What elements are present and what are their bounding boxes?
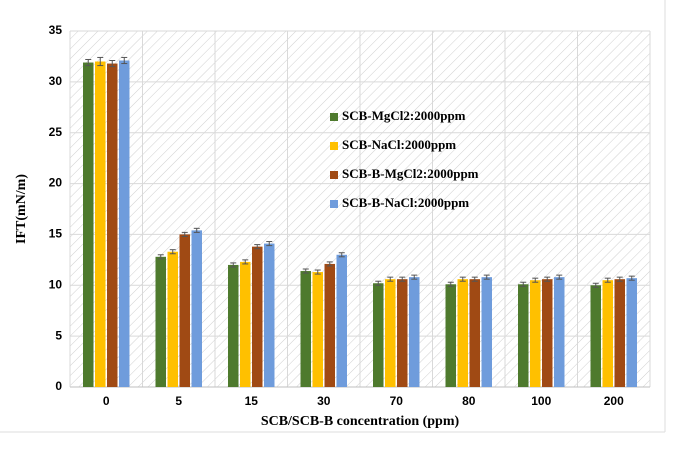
bar <box>228 264 239 387</box>
bar <box>300 271 311 387</box>
bar <box>119 60 130 388</box>
y-tick-label: 15 <box>49 227 63 241</box>
bar <box>481 277 492 387</box>
bar <box>191 230 202 387</box>
x-tick-label: 30 <box>317 394 331 408</box>
y-axis-title: IFT(mN/m) <box>14 174 29 244</box>
x-tick-label: 100 <box>531 394 551 408</box>
legend-label: SCB-MgCl2:2000ppm <box>342 108 466 123</box>
bar <box>240 261 251 387</box>
y-tick-label: 30 <box>49 74 63 88</box>
legend-label: SCB-B-MgCl2:2000ppm <box>342 166 479 181</box>
bar <box>107 63 118 387</box>
y-tick-label: 20 <box>49 176 63 190</box>
x-axis-title: SCB/SCB-B concentration (ppm) <box>261 414 460 429</box>
bar <box>167 251 178 387</box>
bar <box>385 279 396 387</box>
legend-swatch <box>330 171 338 179</box>
bar <box>457 279 468 387</box>
x-tick-label: 200 <box>604 394 624 408</box>
bar <box>614 279 625 387</box>
bar <box>155 256 166 387</box>
bar <box>409 277 420 387</box>
bar <box>518 284 529 387</box>
y-tick-label: 35 <box>49 23 63 37</box>
bar <box>397 279 408 387</box>
bar <box>554 277 565 387</box>
y-tick-label: 10 <box>49 277 63 291</box>
bar <box>264 243 275 387</box>
legend-label: SCB-B-NaCl:2000ppm <box>342 195 469 210</box>
bar <box>324 263 335 387</box>
bar <box>542 279 553 387</box>
y-tick-label: 25 <box>49 125 63 139</box>
bar <box>312 272 323 387</box>
y-tick-label: 5 <box>55 328 62 342</box>
x-tick-label: 5 <box>175 394 182 408</box>
bar <box>179 234 190 387</box>
bar <box>626 278 637 387</box>
bar <box>530 280 541 387</box>
bar <box>590 285 601 387</box>
bar <box>252 246 263 387</box>
bar <box>602 280 613 387</box>
y-tick-label: 0 <box>55 379 62 393</box>
x-tick-label: 70 <box>390 394 404 408</box>
x-tick-label: 15 <box>245 394 259 408</box>
bar <box>445 284 456 387</box>
legend-label: SCB-NaCl:2000ppm <box>342 137 456 152</box>
legend-swatch <box>330 113 338 121</box>
x-tick-label: 0 <box>103 394 110 408</box>
bar <box>95 61 106 388</box>
legend-swatch <box>330 142 338 150</box>
legend-swatch <box>330 200 338 208</box>
bar <box>469 279 480 387</box>
bar <box>373 283 384 387</box>
bar <box>83 62 94 387</box>
x-tick-label: 80 <box>462 394 476 408</box>
bar <box>336 254 347 387</box>
